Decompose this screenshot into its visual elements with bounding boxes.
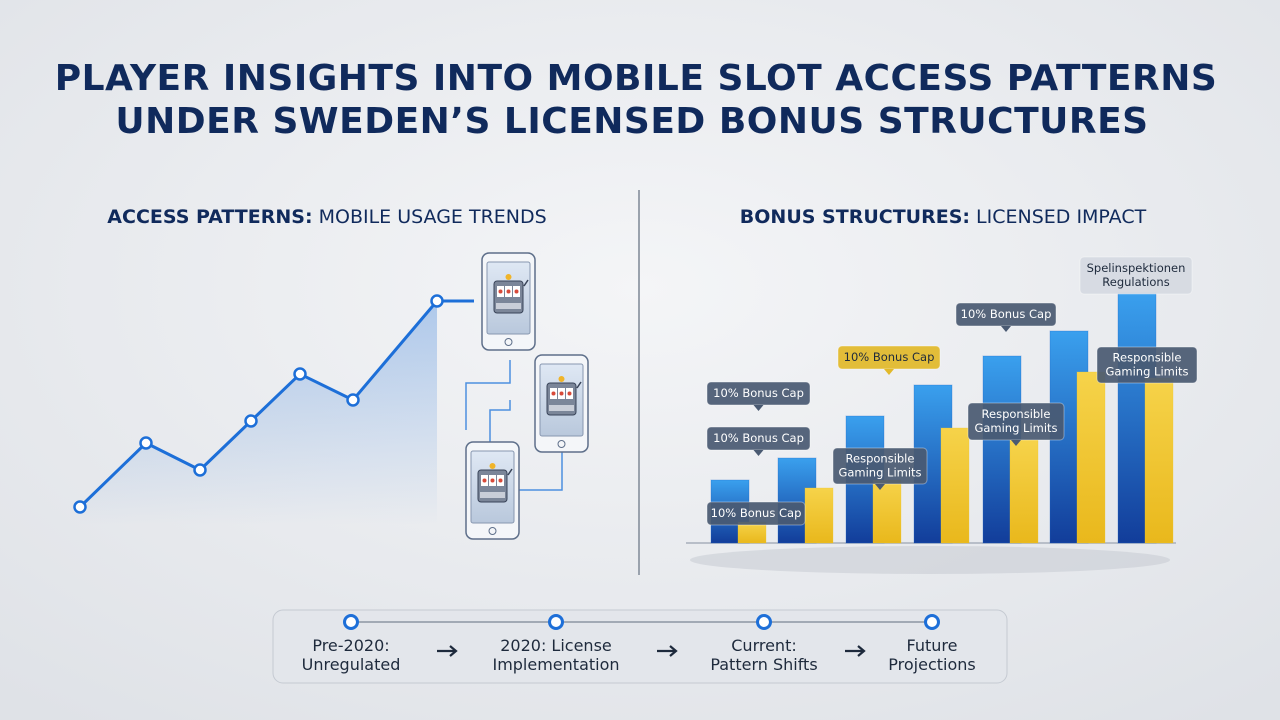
callout-pointer [1001, 326, 1011, 332]
callout-text: Responsible [1113, 351, 1182, 365]
callout-pointer [753, 405, 764, 411]
heading-bold: ACCESS PATTERNS: [107, 206, 312, 228]
bar [872, 479, 902, 544]
title-line: PLAYER INSIGHTS INTO MOBILE SLOT ACCESS … [55, 58, 1218, 99]
title-line: UNDER SWEDEN’S LICENSED BONUS STRUCTURES [115, 101, 1148, 142]
point [293, 367, 307, 381]
callout-pointer [1011, 440, 1021, 446]
callout-pointer [875, 484, 885, 490]
stage-text: Projections [888, 655, 975, 674]
callout-text: Gaming Limits [974, 421, 1057, 435]
stage-text: 2020: License [500, 636, 612, 655]
stage-dot [343, 614, 359, 630]
area [80, 301, 437, 525]
right-heading: BONUS STRUCTURES: LICENSED IMPACT [740, 206, 1147, 228]
stage-dot [924, 614, 940, 630]
stage-arrow [657, 645, 678, 657]
stage-text: Implementation [492, 655, 619, 674]
stage-dot [756, 614, 772, 630]
point [430, 294, 444, 308]
bar-shadow [690, 546, 1170, 574]
stage-text: Pattern Shifts [710, 655, 817, 674]
callouts: 10% Bonus Cap 10% Bonus Cap 10% Bonus Cap R… [706, 256, 1198, 526]
line-chart [73, 294, 474, 525]
bar [1009, 439, 1039, 544]
bar [1144, 377, 1174, 544]
stage-text: Pre-2020: [312, 636, 389, 655]
callout-text: Spelinspektionen [1087, 261, 1186, 275]
timeline-stages: Pre-2020:Unregulated 2020: LicenseImpleme… [302, 614, 976, 674]
callout-text: Gaming Limits [838, 466, 921, 480]
callout-text: 10% Bonus Cap [713, 386, 804, 400]
phones [465, 252, 589, 540]
bar [1076, 371, 1106, 544]
callout-text: 10% Bonus Cap [711, 506, 802, 520]
point [244, 414, 258, 428]
stage-text: Future [907, 636, 958, 655]
callout-text: Responsible [846, 452, 915, 466]
timeline: Pre-2020:Unregulated 2020: LicenseImpleme… [272, 609, 1008, 684]
stage-text: Current: [731, 636, 796, 655]
stage-arrow [437, 645, 458, 657]
callout-pointer [884, 369, 894, 375]
point [73, 500, 87, 514]
callout-text: Gaming Limits [1105, 365, 1188, 379]
timeline-box [272, 609, 1008, 684]
stage-dot [548, 614, 564, 630]
left-heading: ACCESS PATTERNS: MOBILE USAGE TRENDS [107, 206, 546, 228]
heading-rest: LICENSED IMPACT [976, 206, 1147, 228]
callout-box [1096, 346, 1198, 384]
point [139, 436, 153, 450]
bar [804, 487, 834, 544]
callout-text: Responsible [982, 407, 1051, 421]
stage-text: Unregulated [302, 655, 401, 674]
bar [940, 427, 970, 544]
callout-box [1079, 256, 1193, 295]
point [346, 393, 360, 407]
callout-text: Regulations [1102, 275, 1169, 289]
callout-text: 10% Bonus Cap [961, 307, 1052, 321]
callout-pointer [753, 450, 764, 456]
heading-rest: MOBILE USAGE TRENDS [319, 206, 547, 228]
callout-text: 10% Bonus Cap [844, 350, 935, 364]
callout-box [706, 501, 806, 526]
heading-bold: BONUS STRUCTURES: [740, 206, 970, 228]
stage-arrow [845, 645, 866, 657]
callout-text: 10% Bonus Cap [713, 431, 804, 445]
point [193, 463, 207, 477]
